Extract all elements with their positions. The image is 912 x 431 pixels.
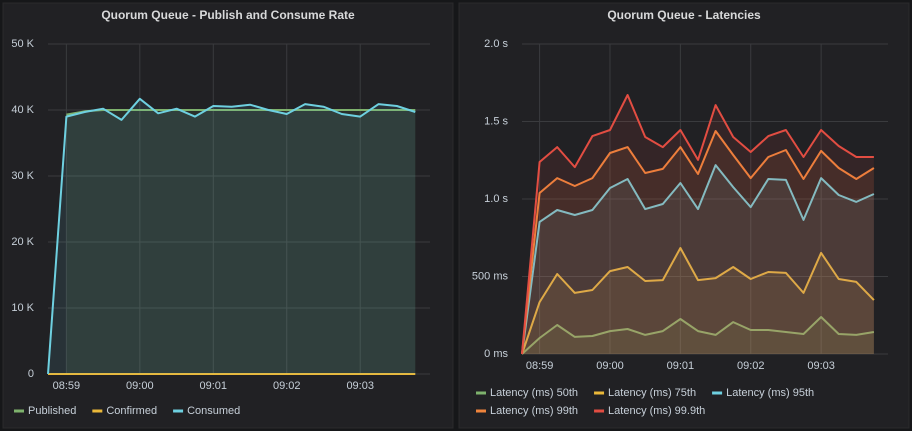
y-tick-label: 500 ms [472,270,509,282]
legend-swatch [712,391,723,395]
series-line [47,97,416,375]
x-tick-label: 09:01 [200,380,228,392]
series-line [521,316,875,355]
series-line [521,130,875,355]
y-tick-label: 10 K [11,302,34,314]
series-area [48,98,416,375]
legend-swatch [14,409,24,413]
legend-swatch [594,391,605,395]
series-line [521,247,875,355]
legend-label: Latency (ms) 95th [726,387,814,399]
legend-swatch [476,409,486,413]
x-tick-label: 08:59 [526,360,554,372]
y-tick-label: 40 K [11,104,34,116]
series-area [522,248,874,354]
legend-label: Latency (ms) 75th [608,387,696,399]
y-tick-label: 1.5 s [484,115,508,127]
y-tick-label: 0 [28,368,34,380]
series-line [66,109,416,116]
panel-title: Quorum Queue - Publish and Consume Rate [101,8,355,22]
x-tick-label: 09:02 [737,360,765,372]
x-tick-label: 08:59 [53,380,81,392]
legend-label: Latency (ms) 50th [490,387,578,399]
series-line [521,164,875,355]
panel-title: Quorum Queue - Latencies [607,8,761,22]
legend-swatch [594,409,605,413]
series-area [522,317,874,354]
series-line [521,94,874,355]
x-tick-label: 09:03 [346,380,374,392]
series-area [522,95,874,354]
y-tick-label: 50 K [11,38,34,50]
legend-label: Confirmed [106,405,157,417]
x-tick-label: 09:03 [807,360,835,372]
legend-label: Consumed [187,405,240,417]
x-tick-label: 09:00 [596,360,624,372]
y-tick-label: 2.0 s [484,38,508,50]
y-tick-label: 0 ms [484,348,508,360]
legend-label: Latency (ms) 99.9th [608,405,705,417]
legend-swatch [173,409,184,413]
x-tick-label: 09:01 [667,360,695,372]
x-tick-label: 09:00 [126,380,154,392]
legend-label: Published [28,405,76,417]
panel [2,2,454,429]
legend-swatch [476,391,486,395]
series-area [522,165,874,354]
y-tick-label: 30 K [11,170,34,182]
x-tick-label: 09:02 [273,380,301,392]
series-area [522,131,874,354]
legend-swatch [92,409,103,413]
y-tick-label: 1.0 s [484,193,508,205]
series-area [66,110,416,374]
legend-label: Latency (ms) 99th [490,405,578,417]
y-tick-label: 20 K [11,236,34,248]
